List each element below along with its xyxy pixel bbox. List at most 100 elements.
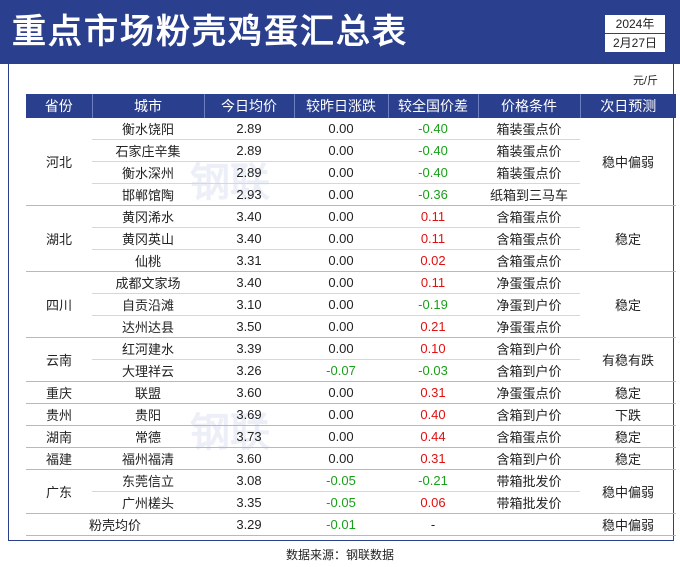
summary-label: 粉壳均价 [26, 513, 204, 536]
city-cell: 邯郸馆陶 [92, 183, 204, 206]
summary-diff: - [388, 513, 478, 536]
table-body: 河北 衡水饶阳 2.89 0.00 -0.40 箱装蛋点价 稳中偏弱 石家庄辛集 2.89 0.0… [26, 118, 676, 536]
diff-cell: 0.40 [388, 403, 478, 426]
summary-row: 粉壳均价 3.29 -0.01- 稳中偏弱 [26, 513, 676, 536]
table-row: 广州槎头 3.35 -0.05 0.06 带箱批发价 [26, 491, 676, 514]
change-cell: -0.05 [294, 469, 388, 492]
diff-cell: 0.11 [388, 227, 478, 250]
price-table: 省份 城市 今日均价 较昨日涨跌 较全国价差 价格条件 次日预测 河北 衡水饶阳 2.89 0.0… [26, 94, 676, 536]
province-cell: 重庆 [26, 381, 92, 404]
price-cell: 3.40 [204, 227, 294, 250]
province-cell: 湖北 [26, 205, 92, 272]
table-row: 重庆 联盟 3.60 0.00 0.31 净蛋蛋点价 稳定 [26, 381, 676, 404]
city-cell: 自贡沿滩 [92, 293, 204, 316]
summary-forecast: 稳中偏弱 [580, 513, 676, 536]
change-cell: 0.00 [294, 118, 388, 140]
forecast-cell: 稳中偏弱 [580, 469, 676, 514]
condition-cell: 净蛋蛋点价 [478, 271, 580, 294]
change-cell: 0.00 [294, 271, 388, 294]
province-cell: 河北 [26, 118, 92, 206]
condition-cell: 净蛋蛋点价 [478, 315, 580, 338]
table-row: 黄冈英山 3.40 0.00 0.11 含箱蛋点价 [26, 227, 676, 250]
condition-cell: 带箱批发价 [478, 491, 580, 514]
diff-cell: -0.03 [388, 359, 478, 382]
price-cell: 3.08 [204, 469, 294, 492]
province-cell: 贵州 [26, 403, 92, 426]
diff-cell: 0.21 [388, 315, 478, 338]
column-header: 较全国价差 [387, 94, 478, 118]
condition-cell: 含箱到户价 [478, 447, 580, 470]
table-row: 石家庄辛集 2.89 0.00 -0.40 箱装蛋点价 [26, 139, 676, 162]
city-cell: 黄冈浠水 [92, 205, 204, 228]
city-cell: 衡水深州 [92, 161, 204, 184]
province-cell: 广东 [26, 469, 92, 514]
change-cell: 0.00 [294, 381, 388, 404]
forecast-cell: 有稳有跌 [580, 337, 676, 382]
change-cell: 0.00 [294, 403, 388, 426]
change-cell: 0.00 [294, 161, 388, 184]
column-header: 价格条件 [477, 94, 580, 118]
city-cell: 福州福清 [92, 447, 204, 470]
city-cell: 广州槎头 [92, 491, 204, 514]
condition-cell: 箱装蛋点价 [478, 139, 580, 162]
column-header: 省份 [26, 94, 92, 118]
column-header: 较昨日涨跌 [293, 94, 388, 118]
column-header: 城市 [91, 94, 204, 118]
change-cell: 0.00 [294, 293, 388, 316]
diff-cell: 0.31 [388, 447, 478, 470]
diff-cell: -0.19 [388, 293, 478, 316]
diff-cell: 0.31 [388, 381, 478, 404]
city-cell: 达州达县 [92, 315, 204, 338]
condition-cell: 纸箱到三马车 [478, 183, 580, 206]
date-year: 2024年 [615, 17, 655, 31]
forecast-cell: 下跌 [580, 403, 676, 426]
date-badge: 2024年 2月27日 [604, 14, 666, 53]
price-cell: 3.60 [204, 447, 294, 470]
change-cell: 0.00 [294, 183, 388, 206]
price-cell: 3.39 [204, 337, 294, 360]
city-cell: 联盟 [92, 381, 204, 404]
table-row: 贵州 贵阳 3.69 0.00 0.40 含箱到户价 下跌 [26, 403, 676, 426]
price-cell: 2.93 [204, 183, 294, 206]
city-cell: 仙桃 [92, 249, 204, 272]
condition-cell: 含箱蛋点价 [478, 205, 580, 228]
diff-cell: 0.10 [388, 337, 478, 360]
condition-cell: 含箱到户价 [478, 403, 580, 426]
price-cell: 3.40 [204, 271, 294, 294]
change-cell: -0.05 [294, 491, 388, 514]
table-row: 达州达县 3.50 0.00 0.21 净蛋蛋点价 [26, 315, 676, 338]
change-cell: 0.00 [294, 447, 388, 470]
condition-cell: 箱装蛋点价 [478, 161, 580, 184]
diff-cell: -0.21 [388, 469, 478, 492]
price-cell: 2.89 [204, 118, 294, 140]
condition-cell: 含箱蛋点价 [478, 227, 580, 250]
city-cell: 大理祥云 [92, 359, 204, 382]
price-cell: 3.10 [204, 293, 294, 316]
province-cell: 云南 [26, 337, 92, 382]
condition-cell: 含箱蛋点价 [478, 249, 580, 272]
price-cell: 3.73 [204, 425, 294, 448]
forecast-cell: 稳定 [580, 447, 676, 470]
diff-cell: 0.11 [388, 205, 478, 228]
summary-price: 3.29 [204, 513, 294, 536]
change-cell: -0.07 [294, 359, 388, 382]
price-cell: 3.35 [204, 491, 294, 514]
header-bar: 重点市场粉壳鸡蛋汇总表 2024年 2月27日 [0, 0, 680, 64]
diff-cell: -0.36 [388, 183, 478, 206]
date-day: 2月27日 [605, 33, 665, 52]
unit-label: 元/斤 [632, 75, 658, 87]
condition-cell: 净蛋到户价 [478, 293, 580, 316]
column-header: 今日均价 [203, 94, 294, 118]
diff-cell: 0.02 [388, 249, 478, 272]
summary-condition [478, 513, 580, 536]
table-row: 广东 东莞信立 3.08 -0.05 -0.21 带箱批发价 稳中偏弱 [26, 469, 676, 514]
city-cell: 红河建水 [92, 337, 204, 360]
price-cell: 3.50 [204, 315, 294, 338]
change-cell: 0.00 [294, 227, 388, 250]
page-title: 重点市场粉壳鸡蛋汇总表 [12, 13, 408, 51]
forecast-cell: 稳定 [580, 381, 676, 404]
table-row: 自贡沿滩 3.10 0.00 -0.19 净蛋到户价 [26, 293, 676, 316]
change-cell: 0.00 [294, 249, 388, 272]
city-cell: 石家庄辛集 [92, 139, 204, 162]
